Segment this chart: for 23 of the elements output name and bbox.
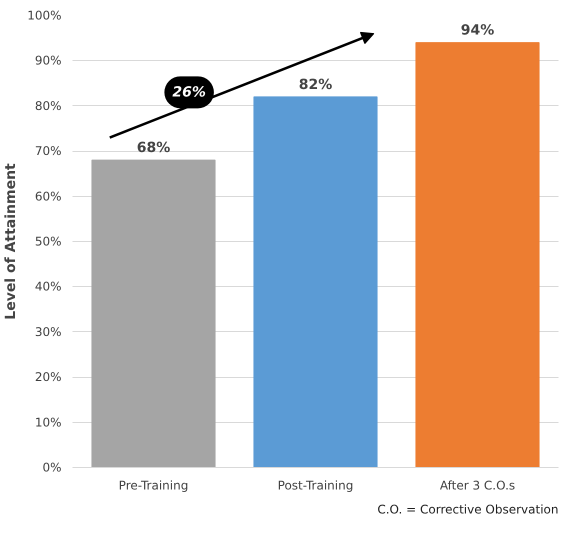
data-label: 68% [136, 140, 170, 156]
y-tick-label: 10% [34, 415, 62, 430]
x-tick-label: Pre-Training [118, 478, 188, 492]
y-tick-label: 50% [34, 234, 62, 248]
x-tick-label: Post-Training [278, 478, 354, 492]
y-tick-label: 100% [27, 8, 62, 22]
text: C.O. = Corrective Observation [377, 502, 558, 516]
y-axis-title: Level of Attainment [3, 162, 20, 320]
y-tick-label: 90% [34, 54, 62, 68]
y-tick-label: 60% [34, 189, 62, 204]
y-tick-label: 80% [34, 98, 62, 113]
bar [91, 160, 216, 468]
data-label: 94% [460, 22, 494, 39]
bar [415, 42, 540, 468]
y-tick-label: 40% [34, 280, 62, 294]
bar [253, 96, 378, 468]
y-tick-label: 0% [42, 460, 62, 474]
y-tick-label: 20% [34, 370, 62, 384]
annotation: 26% [172, 84, 206, 100]
y-tick-label: 70% [34, 144, 62, 158]
x-tick-label: After 3 C.O.s [440, 478, 516, 492]
y-tick-label: 30% [34, 324, 62, 339]
data-label: 82% [298, 76, 332, 93]
